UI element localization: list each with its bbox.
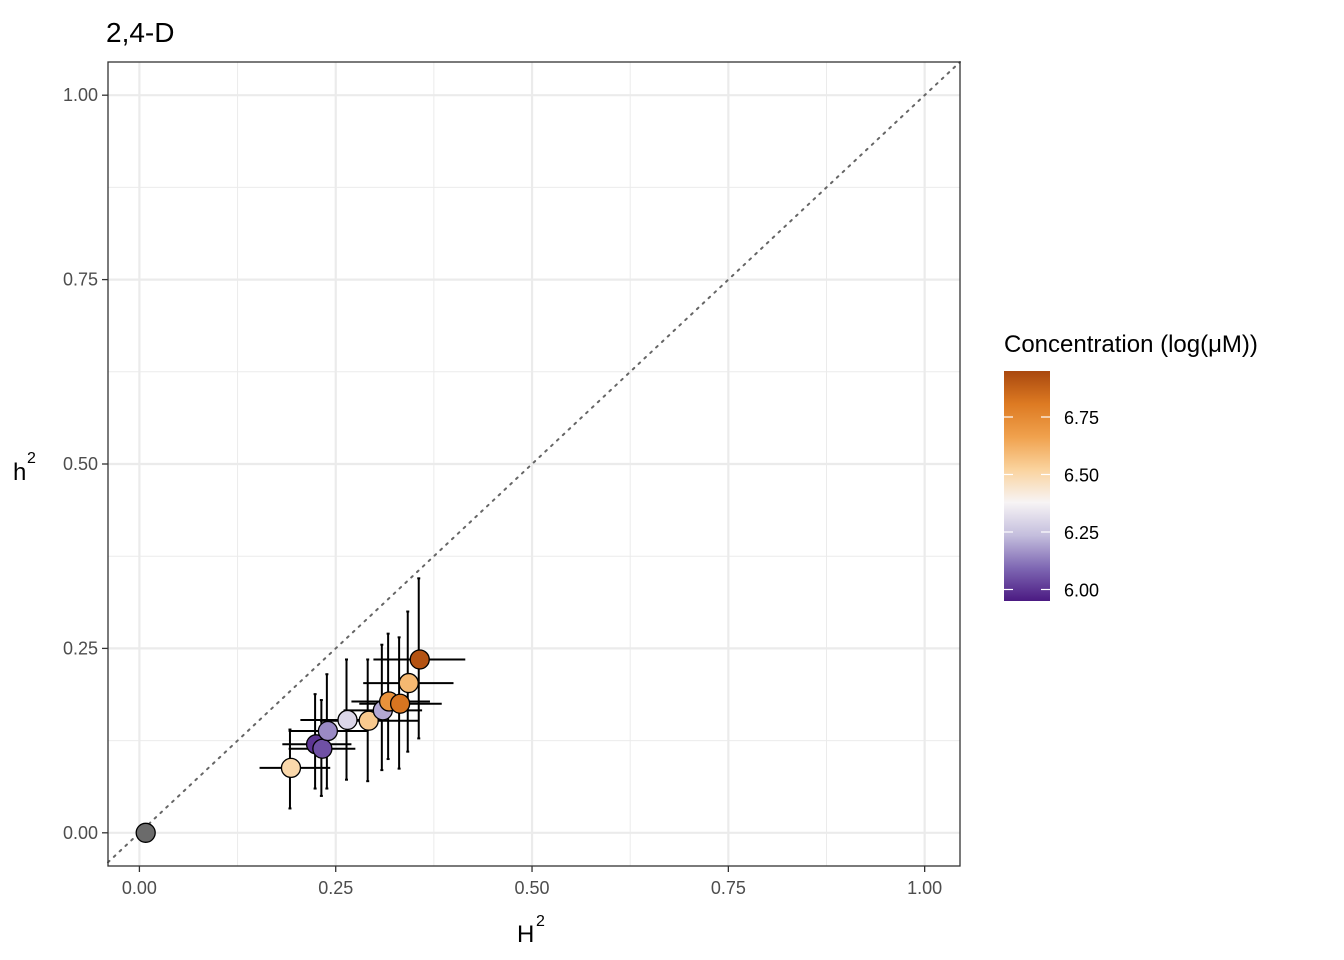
y-tick-label: 1.00	[63, 85, 98, 105]
x-tick-label: 1.00	[907, 878, 942, 898]
x-tick-label: 0.75	[711, 878, 746, 898]
identity-reference-line	[107, 61, 961, 864]
x-axis-label-sup: 2	[536, 913, 545, 930]
y-tick-label: 0.75	[63, 270, 98, 290]
y-axis-label-sup: 2	[27, 450, 36, 467]
y-axis-label: h 2	[13, 450, 36, 486]
y-axis-label-base: h	[13, 459, 26, 486]
data-point	[358, 710, 379, 731]
data-point	[312, 738, 333, 759]
colorbar-tick-label: 6.25	[1064, 523, 1099, 543]
colorbar-tick-label: 6.00	[1064, 581, 1099, 601]
colorbar-tick-label: 6.50	[1064, 466, 1099, 486]
data-point	[389, 693, 411, 714]
data-point	[280, 757, 302, 779]
x-tick-label: 0.00	[122, 878, 157, 898]
data-point	[317, 720, 339, 742]
data-point	[409, 649, 430, 670]
colorbar-ticks: 6.00 6.25 6.50 6.75	[1004, 408, 1099, 601]
x-axis-label-base: H	[517, 921, 534, 948]
plot-area: 0.00 0.25 0.50 0.75 1.00 0.00 0.25 0.50 0.75 1.00	[63, 61, 961, 898]
data-point	[337, 709, 358, 731]
colorbar	[1004, 371, 1050, 601]
x-tick-label: 0.25	[318, 878, 353, 898]
x-tick-label: 0.50	[515, 878, 550, 898]
y-tick-label: 0.00	[63, 823, 98, 843]
colorbar-legend: Concentration (log(μM)) 6.00 6.25 6.50 6.75	[1004, 331, 1258, 601]
chart-title: 2,4-D	[106, 17, 174, 48]
y-tick-label: 0.25	[63, 638, 98, 658]
y-tick-label: 0.50	[63, 454, 98, 474]
data-point	[135, 822, 156, 843]
colorbar-title: Concentration (log(μM))	[1004, 331, 1258, 358]
data-point	[398, 672, 419, 694]
colorbar-tick-label: 6.75	[1064, 408, 1099, 428]
x-axis-label: H 2	[517, 913, 545, 948]
